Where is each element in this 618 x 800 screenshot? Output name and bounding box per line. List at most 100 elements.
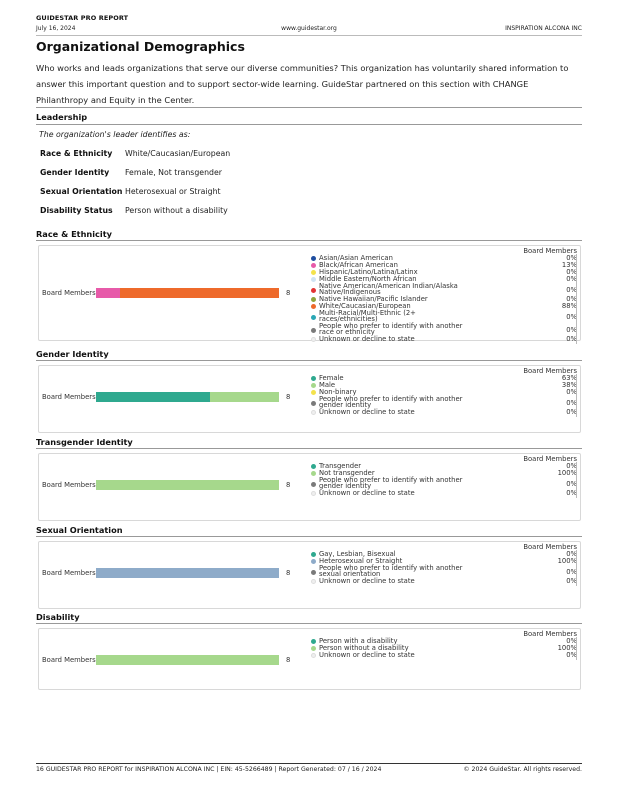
legend-label-line: races/ethnicities) bbox=[319, 315, 378, 323]
legend-item: Black/African American 13% bbox=[309, 262, 577, 269]
bar-label: Board Members bbox=[42, 656, 96, 664]
bar-count: 8 bbox=[286, 481, 291, 489]
legend-label-line: Unknown or decline to state bbox=[319, 408, 415, 416]
legend-swatch-icon bbox=[311, 263, 316, 268]
leadership-rule-bottom bbox=[36, 124, 582, 125]
legend-label-line: People who prefer to identify with anoth… bbox=[319, 476, 463, 484]
legend-value: 0% bbox=[566, 550, 577, 558]
legend-item: Person without a disability 100% bbox=[309, 645, 577, 652]
legend-swatch-icon bbox=[311, 579, 316, 584]
bar-segment bbox=[96, 568, 279, 578]
bar-segment bbox=[96, 655, 279, 665]
legend-value: 0% bbox=[566, 567, 577, 576]
legend-item: Heterosexual or Straight 100% bbox=[309, 558, 577, 565]
legend-value: 0% bbox=[566, 388, 577, 396]
legend-header: Board Members bbox=[523, 455, 577, 463]
stacked-bar bbox=[96, 480, 279, 490]
legend-label-line: People who prefer to identify with anoth… bbox=[319, 322, 463, 330]
legend-swatch-icon bbox=[311, 376, 316, 381]
legend-swatch-icon bbox=[311, 383, 316, 388]
legend-value: 100% bbox=[557, 469, 577, 477]
chart-heading: Sexual Orientation bbox=[36, 525, 123, 535]
legend-label: Male bbox=[319, 381, 464, 389]
legend-label: People who prefer to identify with anoth… bbox=[319, 322, 464, 336]
legend-item: Native American/American Indian/Alaska Na… bbox=[309, 283, 577, 296]
legend-item: People who prefer to identify with anoth… bbox=[309, 477, 577, 490]
legend-item: White/Caucasian/European 88% bbox=[309, 303, 577, 310]
legend-label-line: Not transgender bbox=[319, 469, 375, 477]
legend-swatch-icon bbox=[311, 653, 316, 658]
legend-divider bbox=[576, 374, 577, 417]
legend-swatch-icon bbox=[311, 639, 316, 644]
legend-label-line: Non-binary bbox=[319, 388, 357, 396]
legend-value: 0% bbox=[566, 398, 577, 407]
legend-item: Unknown or decline to state 0% bbox=[309, 652, 577, 659]
bar-count: 8 bbox=[286, 393, 291, 401]
legend-item: Not transgender 100% bbox=[309, 470, 577, 477]
legend-value: 0% bbox=[566, 462, 577, 470]
legend-value: 0% bbox=[566, 312, 577, 321]
legend-value: 0% bbox=[566, 651, 577, 659]
legend-swatch-icon bbox=[311, 297, 316, 302]
legend-value: 0% bbox=[566, 295, 577, 303]
site-url[interactable]: www.guidestar.org bbox=[281, 25, 337, 32]
legend-label: Asian/Asian American bbox=[319, 255, 464, 262]
legend-label-line: Heterosexual or Straight bbox=[319, 557, 403, 565]
legend-value: 0% bbox=[566, 275, 577, 283]
legend-swatch-icon bbox=[311, 287, 316, 293]
legend-swatch-icon bbox=[311, 277, 316, 282]
legend-swatch-icon bbox=[311, 646, 316, 651]
legend-value: 100% bbox=[557, 557, 577, 565]
bar-label: Board Members bbox=[42, 569, 96, 577]
legend-swatch-icon bbox=[311, 256, 316, 261]
legend-value: 0% bbox=[566, 335, 577, 343]
leadership-value: Female, Not transgender bbox=[125, 168, 222, 177]
legend-label: Gay, Lesbian, Bisexual bbox=[319, 551, 464, 558]
legend-swatch-icon bbox=[311, 464, 316, 469]
legend-label-line: Native American/American Indian/Alaska bbox=[319, 282, 458, 290]
stacked-bar bbox=[96, 392, 279, 402]
bar-count: 8 bbox=[286, 289, 291, 297]
legend-item: Middle Eastern/North African 0% bbox=[309, 276, 577, 283]
legend-swatch-icon bbox=[311, 390, 316, 395]
legend-label-line: White/Caucasian/European bbox=[319, 302, 411, 310]
legend-swatch-icon bbox=[311, 491, 316, 496]
leadership-heading: Leadership bbox=[36, 112, 88, 122]
legend-item: Person with a disability 0% bbox=[309, 638, 577, 645]
legend-value: 0% bbox=[566, 285, 577, 294]
leadership-rule bbox=[36, 107, 582, 108]
chart-heading: Gender Identity bbox=[36, 349, 109, 359]
chart-rule bbox=[36, 360, 582, 361]
legend-item: Non-binary 0% bbox=[309, 389, 577, 396]
legend-value: 0% bbox=[566, 254, 577, 262]
legend-item: Transgender 0% bbox=[309, 463, 577, 470]
legend-swatch-icon bbox=[311, 337, 316, 342]
legend-divider bbox=[576, 254, 577, 344]
legend-value: 63% bbox=[561, 374, 577, 382]
leadership-value: Heterosexual or Straight bbox=[125, 187, 221, 196]
stacked-bar bbox=[96, 568, 279, 578]
legend-item: Hispanic/Latino/Latina/Latinx 0% bbox=[309, 269, 577, 276]
legend-divider bbox=[576, 637, 577, 660]
legend-label-line: Male bbox=[319, 381, 336, 389]
header-meta: July 16, 2024 www.guidestar.org INSPIRAT… bbox=[36, 25, 582, 34]
bar-label: Board Members bbox=[42, 289, 96, 297]
legend-item: Unknown or decline to state 0% bbox=[309, 336, 577, 343]
legend-label-line: Black/African American bbox=[319, 261, 398, 269]
report-name: GUIDESTAR PRO REPORT bbox=[36, 14, 129, 22]
legend-swatch-icon bbox=[311, 471, 316, 476]
legend-label: Native Hawaiian/Pacific Islander bbox=[319, 296, 464, 303]
bar-segment bbox=[96, 288, 120, 298]
legend-label-line: Middle Eastern/North African bbox=[319, 275, 417, 283]
legend-label-line: gender identity bbox=[319, 482, 372, 490]
legend-label-line: sexual orientation bbox=[319, 570, 381, 578]
legend-label-line: Native/Indigenous bbox=[319, 288, 381, 296]
legend-label: Heterosexual or Straight bbox=[319, 557, 464, 565]
legend-label: People who prefer to identify with anoth… bbox=[319, 476, 464, 490]
legend-item: Unknown or decline to state 0% bbox=[309, 409, 577, 416]
legend-value: 0% bbox=[566, 325, 577, 334]
legend-swatch-icon bbox=[311, 569, 316, 575]
legend-label: Hispanic/Latino/Latina/Latinx bbox=[319, 269, 464, 276]
legend-label-line: race or ethnicity bbox=[319, 328, 375, 336]
legend-swatch-icon bbox=[311, 327, 316, 333]
